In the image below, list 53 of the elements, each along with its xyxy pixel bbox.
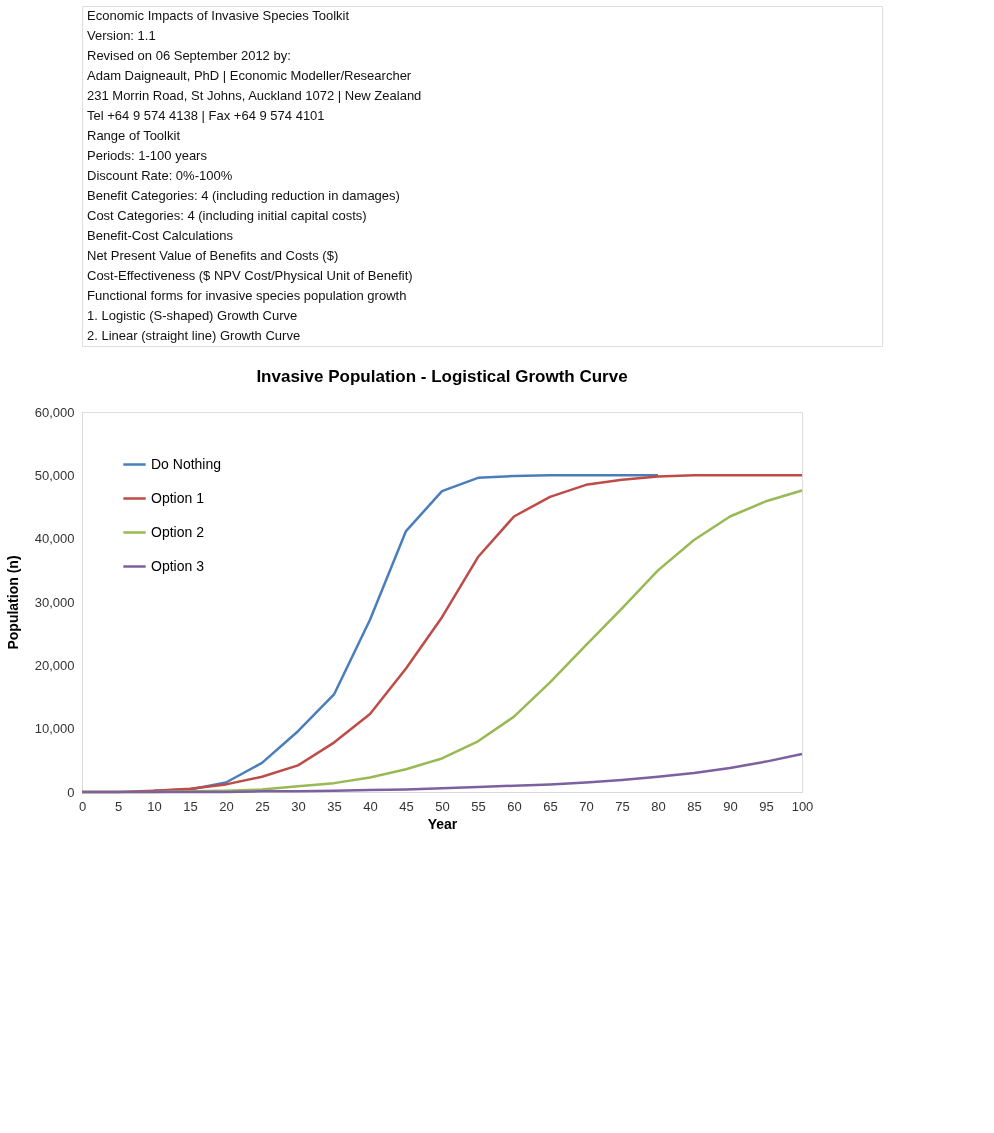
text: Functional forms for invasive species population growth: [87, 288, 407, 303]
y-tick-label: 20,000: [34, 657, 75, 673]
y-tick-label: 10,000: [34, 721, 75, 737]
x-tick-label: 35: [327, 798, 342, 814]
legend-label: Option 3: [151, 557, 205, 574]
x-tick-label: 0: [78, 798, 87, 814]
y-tick-label: 0: [67, 784, 75, 800]
x-tick-label: 20: [219, 798, 234, 814]
legend-label: Do Nothing: [151, 455, 222, 472]
y-tick-label: 40,000: [34, 531, 75, 547]
x-tick-label: 15: [183, 798, 198, 814]
text: 2. Linear (straight line) Growth Curve: [87, 328, 301, 343]
x-tick-label: 70: [579, 798, 594, 814]
x-tick-label: 5: [114, 798, 123, 814]
text: Tel +64 9 574 4138 | Fax +64 9 574 4101: [87, 108, 325, 123]
x-tick-label: 100: [791, 798, 814, 814]
x-tick-label: 60: [507, 798, 522, 814]
chart-title: Invasive Population - Logistical Growth Curve: [256, 367, 628, 386]
text: Benefit-Cost Calculations: [87, 228, 234, 243]
text: Periods: 1-100 years: [87, 148, 208, 163]
x-tick-label: 95: [759, 798, 774, 814]
x-tick-label: 45: [399, 798, 414, 814]
text: Cost-Effectiveness ($ NPV Cost/Physical Unit of Benefit): [87, 268, 413, 283]
text: Cost Categories: 4 (including initial capital costs): [87, 208, 367, 223]
text: Range of Toolkit: [87, 128, 181, 143]
text: Net Present Value of Benefits and Costs ($): [87, 248, 339, 263]
y-tick-label: 30,000: [34, 594, 75, 610]
legend-label: Option 2: [151, 523, 205, 540]
text: Benefit Categories: 4 (including reduction in damages): [87, 188, 400, 203]
x-tick-label: 50: [435, 798, 450, 814]
x-tick-label: 40: [363, 798, 378, 814]
text: Revised on 06 September 2012 by:: [87, 48, 291, 63]
x-tick-label: 75: [615, 798, 630, 814]
x-tick-label: 25: [255, 798, 270, 814]
text: Adam Daigneault, PhD | Economic Modeller/Researcher: [87, 68, 412, 83]
line-series: [80, 752, 804, 794]
text: Discount Rate: 0%-100%: [87, 168, 233, 183]
text: 1. Logistic (S-shaped) Growth Curve: [87, 308, 298, 323]
y-axis-title: Population (n): [4, 555, 21, 650]
text: Economic Impacts of Invasive Species Toolkit: [87, 8, 350, 23]
x-tick-label: 65: [543, 798, 558, 814]
text: 231 Morrin Road, St Johns, Auckland 1072 | New Zealand: [87, 88, 422, 103]
x-tick-label: 30: [291, 798, 306, 814]
y-tick-label: 50,000: [34, 467, 75, 483]
text: Version: 1.1: [87, 28, 156, 43]
x-tick-label: 55: [471, 798, 486, 814]
x-axis-title: Year: [427, 815, 458, 832]
x-tick-label: 10: [147, 798, 162, 814]
x-tick-label: 85: [687, 798, 702, 814]
y-tick-label: 60,000: [34, 404, 75, 420]
x-tick-label: 90: [723, 798, 738, 814]
x-tick-label: 80: [651, 798, 666, 814]
legend-label: Option 1: [151, 489, 205, 506]
